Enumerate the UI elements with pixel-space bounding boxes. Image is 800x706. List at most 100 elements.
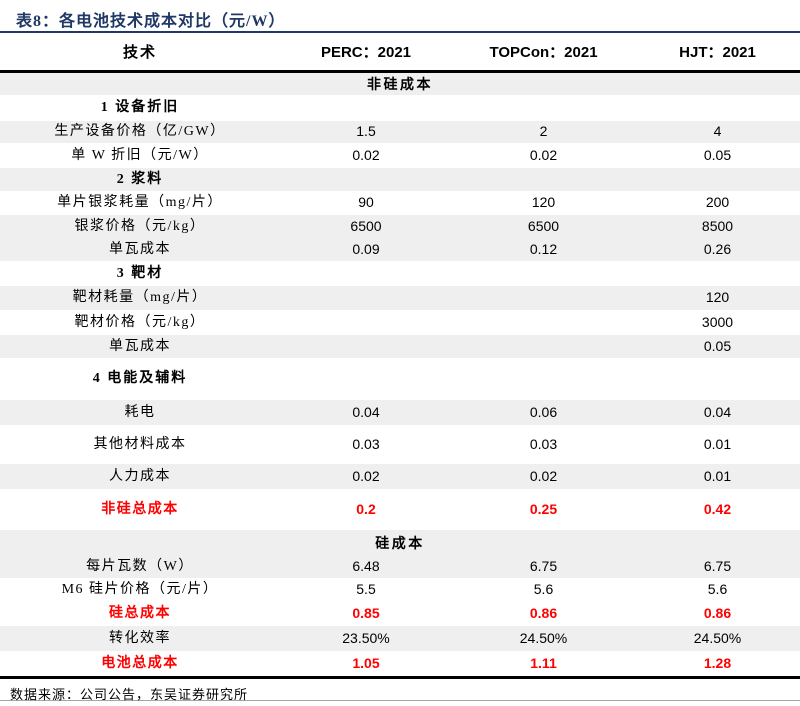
row-label: 非硅总成本: [101, 501, 179, 517]
table-row: 2 浆料: [0, 168, 800, 191]
cell-topcon: 5.6: [533, 581, 554, 598]
cell-perc: 0.85: [352, 605, 380, 622]
row-label: 耗电: [124, 404, 156, 420]
table-row: 转化效率 23.50% 24.50% 24.50%: [0, 626, 800, 651]
cell-perc: 0.09: [352, 240, 380, 257]
row-label: 电池总成本: [101, 655, 179, 671]
section-title: 硅成本: [375, 536, 425, 552]
table-row: 单片银浆耗量（mg/片） 90 120 200: [0, 191, 800, 215]
table-title: 表8：各电池技术成本对比（元/W）: [16, 13, 286, 30]
table-row: 非硅成本: [0, 73, 800, 95]
row-label: 单瓦成本: [109, 338, 171, 354]
cell-perc: 0.04: [352, 403, 380, 420]
header-topcon: TOPCon：2021: [489, 44, 598, 61]
cell-hjt: 120: [705, 289, 730, 306]
cell-hjt: 0.05: [703, 146, 732, 163]
cell-hjt: 5.6: [707, 581, 728, 598]
cell-hjt: 200: [705, 194, 730, 211]
row-label: 单 W 折旧（元/W）: [71, 147, 209, 163]
table-row: 单瓦成本 0.09 0.12 0.26: [0, 238, 800, 261]
table-row: 硅成本: [0, 530, 800, 555]
cell-hjt: 0.01: [703, 435, 732, 452]
cell-perc: 0.03: [352, 435, 380, 452]
table-row: 人力成本 0.02 0.02 0.01: [0, 464, 800, 489]
cell-topcon: 0.12: [529, 240, 558, 257]
cell-hjt: 6.75: [703, 557, 732, 574]
table-row: 硅总成本 0.85 0.86 0.86: [0, 602, 800, 626]
table-row: 1 设备折旧: [0, 95, 800, 121]
table-row: 银浆价格（元/kg） 6500 6500 8500: [0, 215, 800, 238]
table-row: 3 靶材: [0, 261, 800, 286]
cell-topcon: 24.50%: [519, 629, 568, 646]
cell-hjt: 24.50%: [693, 629, 742, 646]
cell-hjt: 0.42: [703, 500, 732, 517]
row-label: M6 硅片价格（元/片）: [61, 582, 219, 598]
cell-hjt: 0.04: [703, 403, 732, 420]
cell-topcon: 1.11: [530, 654, 557, 671]
cell-topcon: 0.03: [529, 435, 558, 452]
table-header-row: 技术 PERC：2021 TOPCon：2021 HJT：2021: [0, 33, 800, 73]
table-row: 单 W 折旧（元/W） 0.02 0.02 0.05: [0, 143, 800, 168]
cell-perc: 0.2: [356, 500, 376, 517]
row-label: 2 浆料: [116, 171, 164, 187]
row-label: 其他材料成本: [93, 436, 187, 452]
table-body: 非硅成本 1 设备折旧 生产设备价格（亿/GW） 1.5 2 4 单 W 折旧（元/W） 0.…: [0, 73, 800, 679]
row-label: 人力成本: [109, 468, 171, 484]
row-label: 转化效率: [109, 630, 171, 646]
cell-perc: 6.48: [352, 557, 380, 574]
cell-topcon: 120: [531, 194, 556, 211]
cell-topcon: 0.25: [529, 500, 558, 517]
table-row: 靶材耗量（mg/片） 120: [0, 286, 800, 310]
cell-topcon: 0.02: [529, 146, 558, 163]
row-label: 4 电能及辅料: [92, 371, 188, 387]
cell-perc: 1.05: [352, 654, 380, 671]
row-label: 单片银浆耗量（mg/片）: [57, 195, 223, 211]
table-row: M6 硅片价格（元/片） 5.5 5.6 5.6: [0, 578, 800, 602]
cell-hjt: 0.05: [703, 337, 732, 354]
table-row: 4 电能及辅料: [0, 358, 800, 400]
cell-hjt: 8500: [701, 217, 734, 234]
table-row: 单瓦成本 0.05: [0, 335, 800, 358]
cell-hjt: 3000: [701, 313, 734, 330]
data-source-note: 数据来源：公司公告，东吴证券研究所: [10, 687, 249, 702]
row-label: 3 靶材: [116, 265, 164, 281]
cell-topcon: 6.75: [529, 557, 558, 574]
table-row: 靶材价格（元/kg） 3000: [0, 310, 800, 335]
table-row: 生产设备价格（亿/GW） 1.5 2 4: [0, 121, 800, 143]
header-perc: PERC：2021: [320, 44, 412, 61]
cell-hjt: 1.28: [703, 654, 732, 671]
cell-perc: 0.02: [352, 467, 380, 484]
row-label: 靶材耗量（mg/片）: [72, 290, 208, 306]
row-label: 每片瓦数（W）: [86, 558, 194, 574]
cell-perc: 23.50%: [342, 629, 390, 646]
cell-topcon: 0.06: [529, 403, 558, 420]
cell-hjt: 0.01: [703, 467, 732, 484]
cell-topcon: 0.86: [529, 605, 558, 622]
table-row: 每片瓦数（W） 6.48 6.75 6.75: [0, 555, 800, 578]
cell-perc: 0.02: [352, 146, 380, 163]
cell-perc: 6500: [350, 217, 382, 234]
cell-perc: 90: [358, 194, 374, 211]
cell-topcon: 6500: [527, 217, 560, 234]
table-row: 电池总成本 1.05 1.11 1.28: [0, 651, 800, 676]
row-label: 银浆价格（元/kg）: [74, 218, 206, 234]
table-row: 其他材料成本 0.03 0.03 0.01: [0, 425, 800, 464]
header-hjt: HJT：2021: [679, 44, 756, 61]
table-row: 非硅总成本 0.2 0.25 0.42: [0, 489, 800, 530]
cell-perc: 5.5: [356, 581, 376, 598]
row-label: 单瓦成本: [109, 241, 171, 257]
row-label: 生产设备价格（亿/GW）: [54, 124, 226, 140]
cell-perc: 1.5: [356, 123, 376, 140]
cell-hjt: 4: [713, 123, 722, 140]
cell-hjt: 0.26: [703, 240, 732, 257]
table-footer: 数据来源：公司公告，东吴证券研究所: [0, 679, 800, 702]
cell-hjt: 0.86: [703, 605, 732, 622]
row-label: 靶材价格（元/kg）: [74, 314, 206, 330]
cell-topcon: 0.02: [529, 467, 558, 484]
row-label: 1 设备折旧: [100, 100, 180, 116]
header-tech: 技术: [122, 45, 157, 61]
table-title-bar: 表8：各电池技术成本对比（元/W）: [0, 0, 800, 33]
row-label: 硅总成本: [109, 606, 171, 622]
table-row: 耗电 0.04 0.06 0.04: [0, 400, 800, 425]
